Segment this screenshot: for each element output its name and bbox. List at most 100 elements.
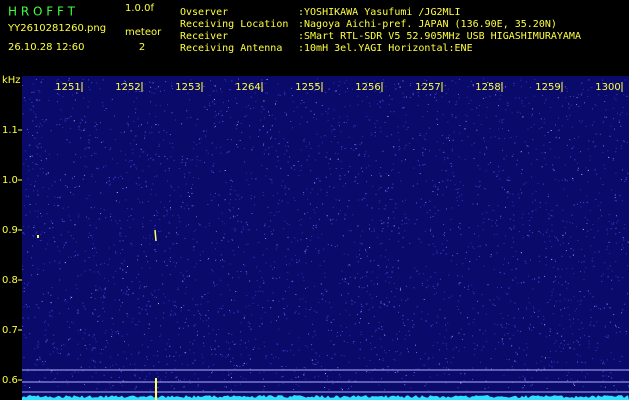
noise-dot	[244, 115, 246, 117]
noise-dot	[607, 268, 609, 270]
noise-dot	[133, 139, 135, 141]
noise-dot	[456, 197, 458, 199]
noise-dot	[310, 239, 312, 241]
noise-dot	[611, 223, 613, 225]
noise-dot	[171, 82, 173, 84]
noise-dot	[340, 325, 342, 327]
noise-dot	[188, 224, 190, 226]
noise-dot	[294, 254, 296, 256]
noise-dot	[385, 273, 387, 275]
noise-dot	[64, 118, 66, 120]
noise-dot	[318, 252, 320, 254]
noise-dot	[548, 364, 550, 366]
noise-dot	[439, 333, 441, 335]
noise-dot	[468, 286, 469, 288]
noise-dot	[110, 376, 112, 378]
noise-dot	[186, 287, 187, 288]
noise-dot	[23, 97, 25, 99]
noise-dot	[340, 131, 342, 133]
noise-dot	[109, 183, 111, 185]
noise-dot	[287, 175, 289, 176]
noise-dot	[93, 360, 95, 362]
noise-dot	[456, 200, 458, 202]
noise-dot	[24, 100, 26, 102]
noise-dot	[59, 261, 61, 263]
noise-dot	[604, 325, 606, 327]
noise-dot	[114, 139, 116, 141]
noise-dot	[494, 136, 496, 138]
noise-dot	[560, 91, 562, 93]
noise-dot	[553, 169, 555, 171]
noise-dot	[177, 289, 179, 291]
noise-dot	[231, 377, 232, 379]
noise-dot	[496, 296, 498, 298]
noise-dot	[495, 348, 496, 350]
noise-dot	[462, 263, 464, 265]
noise-dot	[132, 152, 134, 154]
noise-dot	[549, 330, 551, 332]
noise-dot	[501, 119, 503, 121]
noise-dot	[316, 84, 318, 86]
noise-dot	[148, 328, 150, 329]
noise-dot	[90, 235, 92, 236]
noise-dot	[262, 191, 264, 193]
noise-dot	[140, 148, 142, 150]
noise-dot	[211, 142, 213, 144]
noise-dot	[525, 182, 527, 184]
noise-dot	[41, 231, 43, 233]
noise-dot	[313, 117, 314, 119]
noise-dot	[316, 178, 318, 180]
noise-dot	[465, 120, 467, 122]
noise-dot	[119, 201, 120, 203]
noise-dot	[477, 312, 479, 314]
noise-dot	[478, 255, 480, 257]
noise-dot	[309, 309, 311, 311]
noise-dot	[136, 97, 138, 99]
noise-dot	[139, 91, 141, 93]
noise-dot	[366, 82, 368, 84]
noise-dot	[604, 335, 606, 337]
noise-dot	[57, 352, 59, 354]
noise-dot	[59, 197, 61, 199]
noise-dot	[341, 148, 343, 150]
noise-dot	[102, 79, 104, 81]
noise-dot	[446, 348, 448, 350]
noise-dot	[324, 288, 326, 290]
noise-dot	[116, 192, 118, 193]
noise-dot	[443, 373, 445, 375]
noise-dot	[305, 345, 307, 347]
noise-dot	[70, 235, 72, 237]
noise-dot	[379, 172, 381, 174]
noise-dot	[566, 268, 568, 270]
noise-dot	[622, 247, 624, 249]
noise-dot	[541, 166, 543, 168]
noise-dot	[391, 170, 393, 172]
noise-dot	[283, 138, 285, 140]
noise-dot	[51, 287, 53, 288]
noise-dot	[327, 215, 329, 217]
noise-dot	[316, 78, 318, 80]
noise-dot	[296, 367, 298, 369]
noise-dot	[311, 260, 313, 262]
noise-dot	[300, 170, 302, 171]
noise-dot	[330, 370, 332, 372]
noise-dot	[458, 97, 460, 99]
noise-dot	[446, 208, 447, 210]
x-tick-label: 1253	[175, 82, 200, 93]
noise-dot	[308, 143, 310, 145]
noise-dot	[389, 239, 390, 241]
noise-dot	[173, 159, 175, 161]
noise-dot	[392, 339, 394, 341]
noise-dot	[553, 266, 554, 268]
noise-dot	[233, 364, 235, 366]
noise-dot	[146, 375, 148, 377]
noise-dot	[615, 151, 617, 153]
noise-dot	[503, 375, 505, 377]
noise-dot	[171, 310, 172, 312]
noise-dot	[298, 306, 300, 307]
noise-dot	[245, 378, 247, 380]
noise-dot	[283, 228, 285, 230]
noise-dot	[220, 146, 222, 148]
noise-dot	[581, 92, 583, 94]
noise-dot	[169, 261, 171, 262]
